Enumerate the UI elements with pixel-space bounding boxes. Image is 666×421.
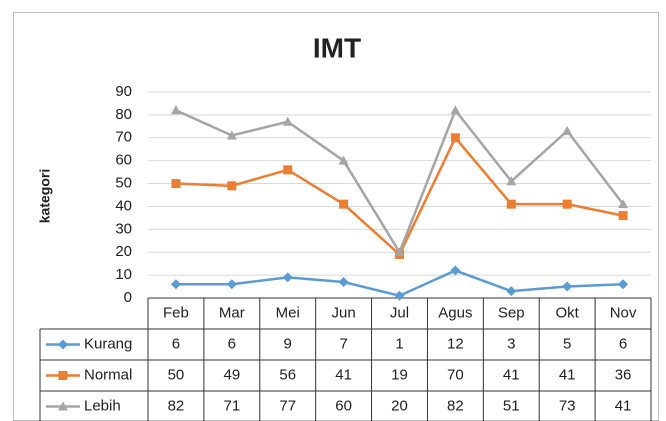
table-value: 12 — [447, 335, 464, 352]
marker — [283, 165, 293, 175]
x-tick-label: Agus — [438, 304, 472, 321]
table-value: 5 — [563, 335, 571, 352]
table-value: 3 — [507, 335, 515, 352]
y-axis-label: kategori — [37, 169, 53, 223]
table-value: 41 — [503, 366, 520, 383]
table-value: 6 — [172, 335, 180, 352]
marker — [618, 211, 628, 221]
table-value: 82 — [447, 397, 464, 414]
y-tick-label: 50 — [115, 175, 132, 192]
marker — [58, 371, 68, 380]
marker — [282, 272, 293, 283]
table-value: 77 — [279, 397, 296, 414]
marker — [170, 105, 181, 115]
x-tick-label: Okt — [555, 304, 579, 321]
marker — [450, 105, 461, 115]
x-tick-label: Nov — [610, 304, 637, 321]
table-value: 56 — [279, 366, 296, 383]
table-value: 51 — [503, 397, 520, 414]
table-value: 82 — [168, 397, 185, 414]
marker — [506, 199, 516, 209]
y-tick-label: 80 — [115, 106, 132, 123]
table-value: 41 — [559, 366, 576, 383]
table-value: 1 — [395, 335, 403, 352]
marker — [282, 116, 293, 126]
y-tick-label: 20 — [115, 243, 132, 260]
marker — [338, 155, 349, 165]
x-tick-label: Jul — [390, 304, 409, 321]
table-value: 70 — [447, 366, 464, 383]
marker — [450, 265, 461, 276]
marker — [58, 401, 68, 411]
marker — [339, 199, 349, 209]
table-value: 36 — [615, 366, 632, 383]
marker — [226, 130, 237, 140]
x-tick-label: Mei — [276, 304, 300, 321]
table-value: 60 — [335, 397, 352, 414]
y-tick-label: 70 — [115, 129, 132, 146]
marker — [506, 286, 517, 297]
table-value: 9 — [284, 335, 292, 352]
marker — [58, 339, 68, 350]
chart-title: IMT — [313, 32, 361, 63]
table-value: 49 — [223, 366, 240, 383]
y-tick-label: 0 — [124, 289, 132, 306]
x-tick-label: Mar — [219, 304, 245, 321]
marker — [338, 276, 349, 287]
marker — [226, 279, 237, 290]
table-value: 71 — [223, 397, 240, 414]
legend-label: Lebih — [84, 397, 121, 414]
marker — [618, 279, 629, 290]
table-value: 50 — [168, 366, 185, 383]
table-value: 6 — [619, 335, 627, 352]
table-value: 19 — [391, 366, 408, 383]
marker — [171, 179, 181, 189]
x-tick-label: Sep — [498, 304, 525, 321]
legend-label: Normal — [84, 366, 132, 383]
y-tick-label: 30 — [115, 220, 132, 237]
legend-label: Kurang — [84, 335, 132, 352]
x-tick-label: Feb — [163, 304, 189, 321]
table-value: 7 — [339, 335, 347, 352]
table-value: 41 — [615, 397, 632, 414]
marker — [394, 290, 405, 301]
table-value: 20 — [391, 397, 408, 414]
y-tick-label: 40 — [115, 197, 132, 214]
chart-border — [13, 12, 659, 421]
marker — [562, 125, 573, 135]
marker — [562, 199, 572, 209]
y-tick-label: 60 — [115, 152, 132, 169]
table-value: 6 — [228, 335, 236, 352]
marker — [506, 176, 517, 186]
marker — [227, 181, 237, 191]
y-tick-label: 90 — [115, 83, 132, 100]
x-tick-label: Jun — [332, 304, 356, 321]
y-tick-label: 10 — [115, 266, 132, 283]
table-value: 41 — [335, 366, 352, 383]
marker — [562, 281, 573, 292]
marker — [394, 247, 405, 257]
marker — [450, 133, 460, 143]
table-value: 73 — [559, 397, 576, 414]
marker — [170, 279, 181, 290]
marker — [618, 199, 629, 209]
